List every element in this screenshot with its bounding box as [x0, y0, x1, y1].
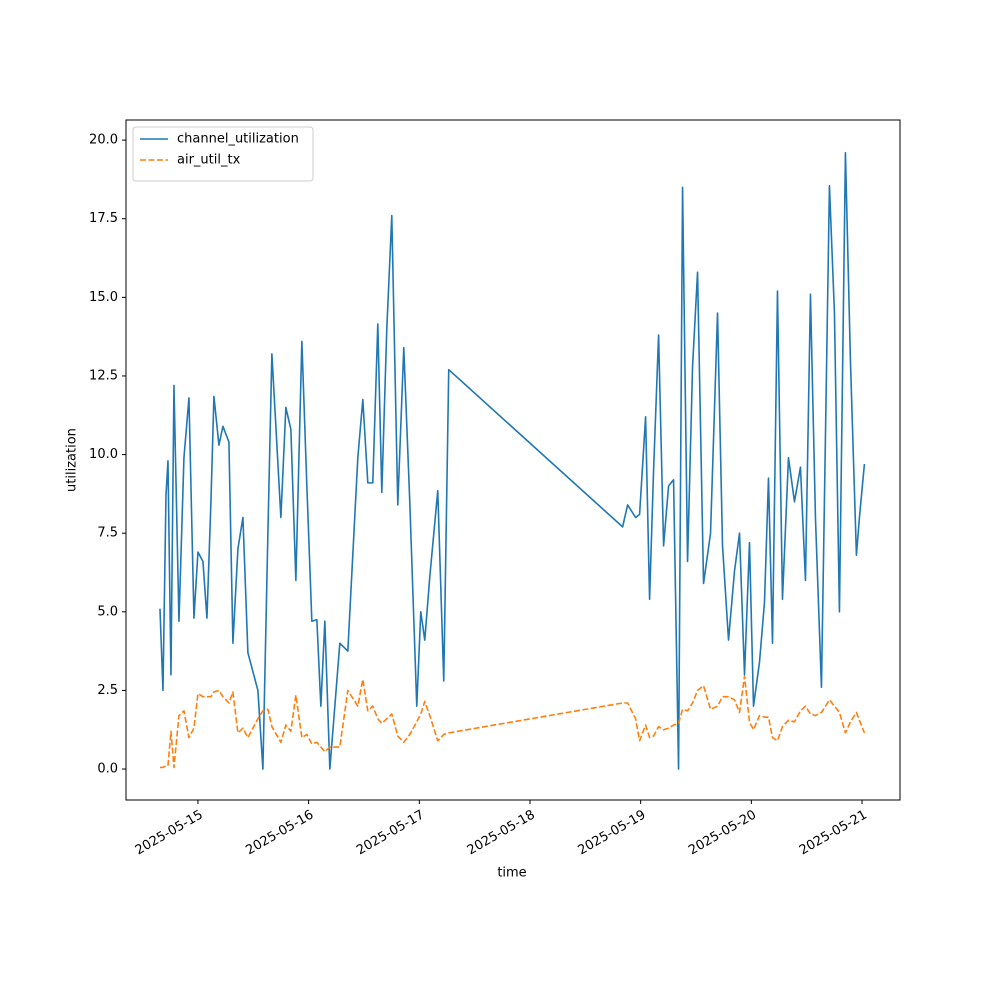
- y-tick-label: 7.5: [97, 526, 118, 541]
- y-tick-label: 5.0: [97, 604, 118, 619]
- series-line: [159, 151, 866, 770]
- y-tick-label: 17.5: [89, 211, 118, 226]
- y-tick-label: 12.5: [89, 368, 118, 383]
- y-tick-label: 10.0: [89, 447, 118, 462]
- y-tick-label: 2.5: [97, 683, 118, 698]
- series-line: [159, 675, 866, 769]
- y-tick-label: 20.0: [89, 133, 118, 148]
- y-axis-label: utilization: [65, 428, 80, 492]
- legend-box: [132, 126, 314, 182]
- y-tick-label: 0.0: [97, 762, 118, 777]
- legend-label: air_util_tx: [177, 153, 241, 168]
- axes-frame: [125, 119, 901, 801]
- x-axis-label: time: [497, 866, 526, 881]
- legend-label: channel_utilization: [177, 132, 299, 147]
- y-tick-label: 15.0: [89, 290, 118, 305]
